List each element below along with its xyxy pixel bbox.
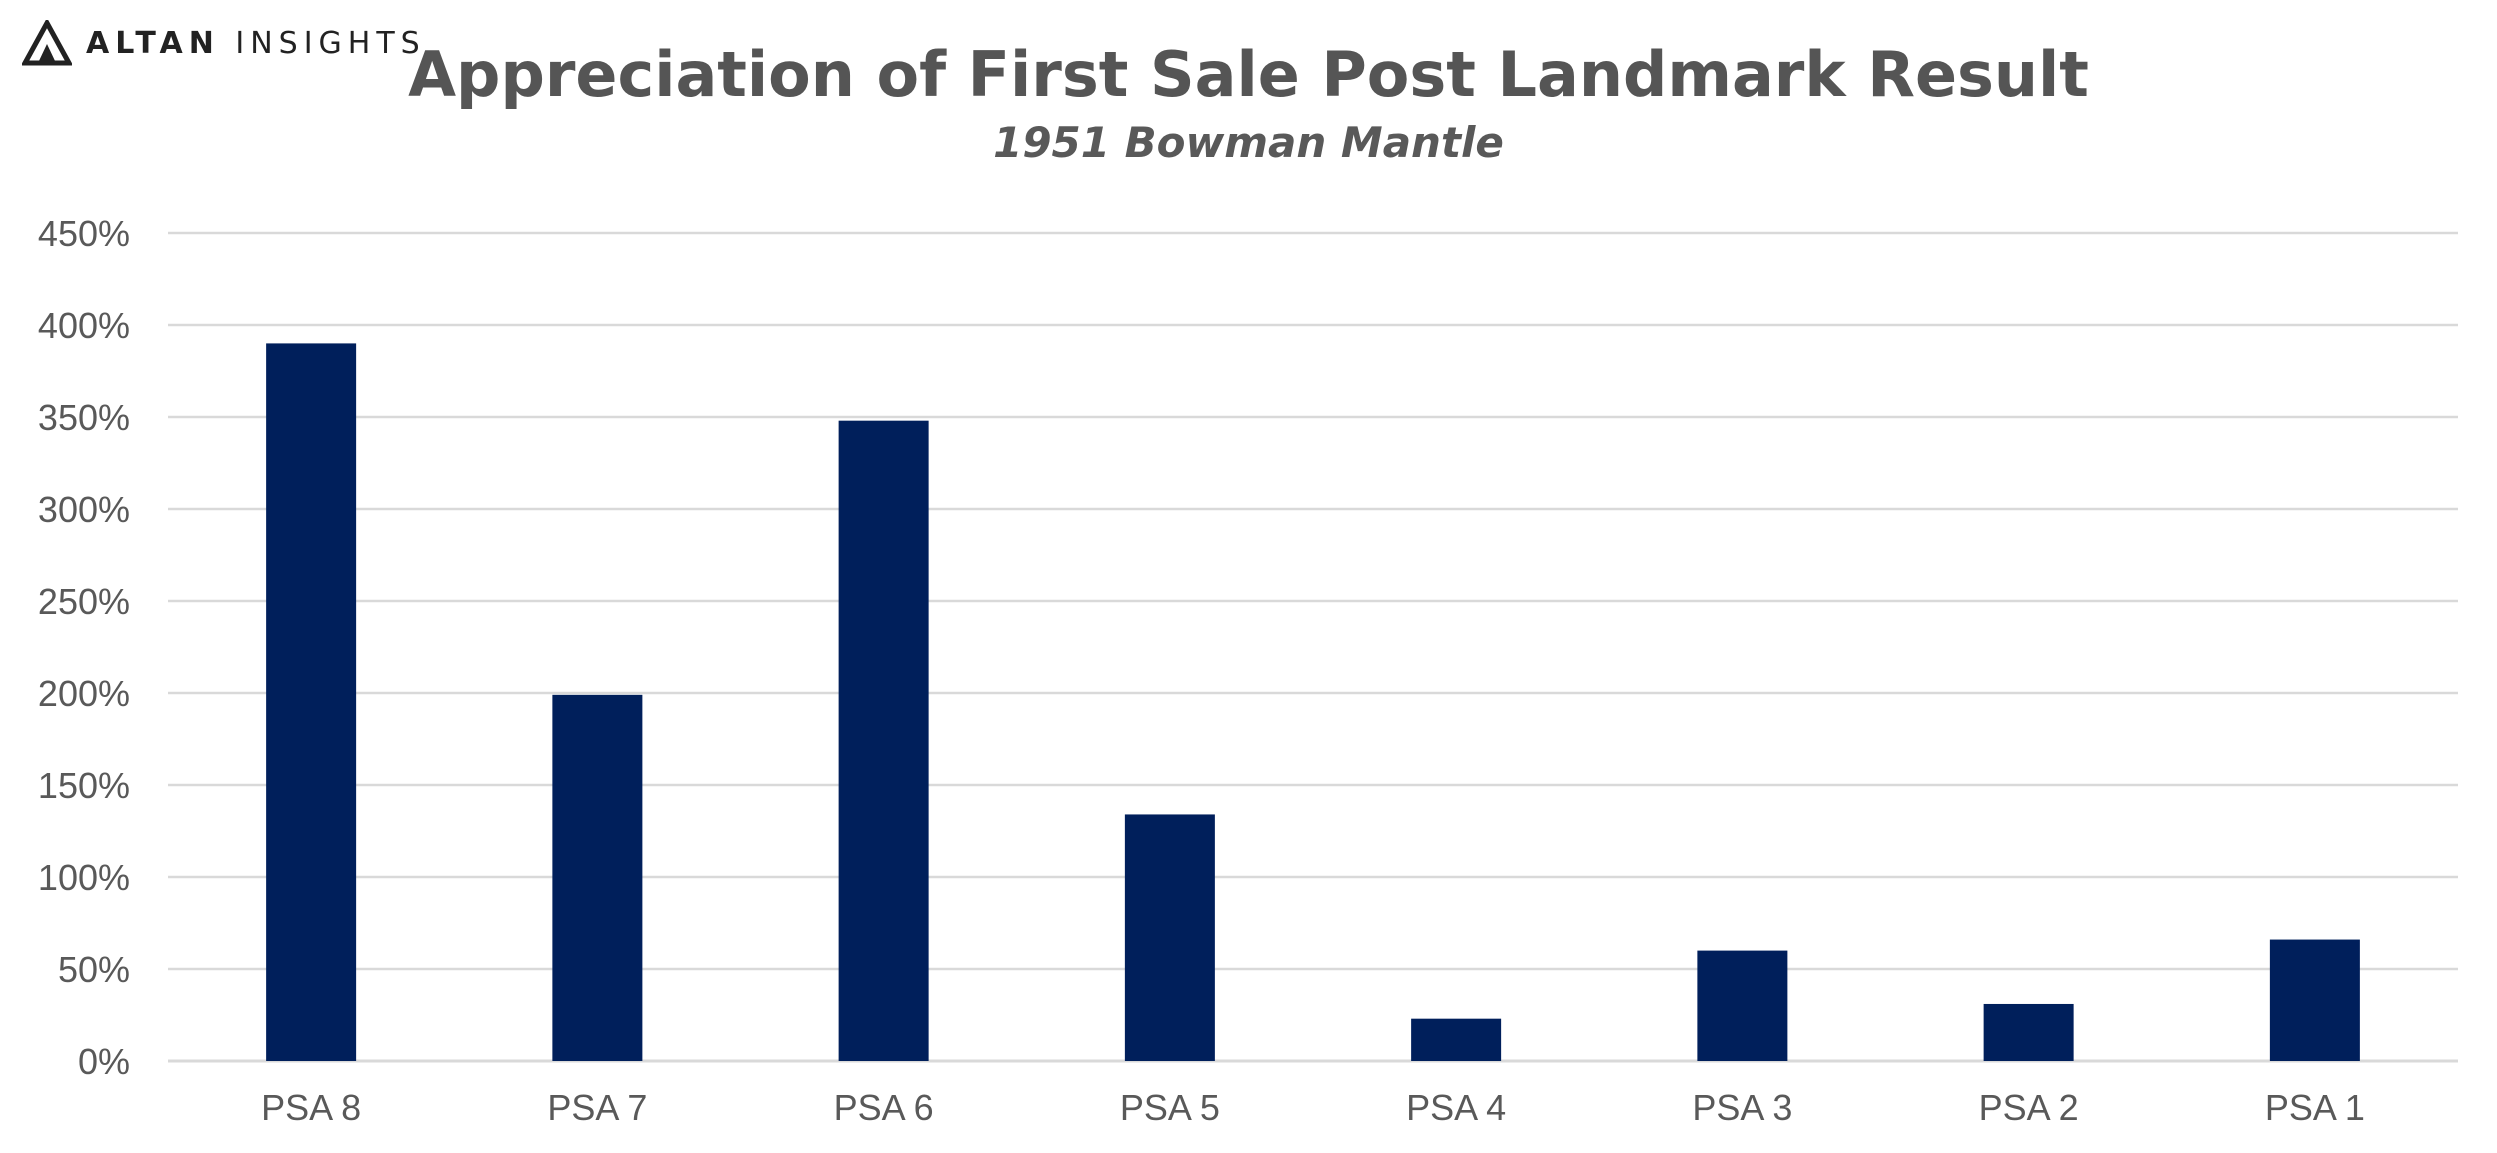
- x-tick-label: PSA 1: [2265, 1087, 2365, 1128]
- x-tick-label: PSA 3: [1692, 1087, 1792, 1128]
- bar: [1411, 1018, 1502, 1061]
- y-tick-label: 350%: [38, 397, 130, 438]
- brand-logo: ALTAN INSIGHTS: [22, 20, 426, 66]
- chart-subtitle: 1951 Bowman Mantle: [993, 118, 1504, 167]
- y-tick-label: 300%: [38, 489, 130, 530]
- y-tick-label: 200%: [38, 673, 130, 714]
- bar: [1983, 1003, 2074, 1061]
- x-tick-label: PSA 8: [261, 1087, 361, 1128]
- x-tick-label: PSA 2: [1979, 1087, 2079, 1128]
- bar: [838, 420, 929, 1061]
- bar: [266, 343, 357, 1061]
- bar: [1124, 814, 1215, 1061]
- y-tick-label: 0%: [78, 1041, 130, 1082]
- brand-name: ALTAN INSIGHTS: [86, 26, 426, 61]
- gridlines: [168, 231, 2458, 1063]
- brand-name-rest: INSIGHTS: [219, 25, 426, 61]
- x-tick-label: PSA 6: [834, 1087, 934, 1128]
- y-tick-label: 50%: [58, 949, 130, 990]
- bars: [266, 343, 2360, 1061]
- bar: [1697, 950, 1788, 1061]
- y-axis-ticks: 0% 50% 100% 150% 200% 250% 300% 350% 400% 450%: [38, 213, 130, 1082]
- x-tick-label: PSA 7: [547, 1087, 647, 1128]
- triangle-logo-icon: [22, 20, 72, 66]
- y-tick-label: 450%: [38, 213, 130, 254]
- chart-title: Appreciation of First Sale Post Landmark…: [408, 38, 2089, 111]
- x-tick-label: PSA 5: [1120, 1087, 1220, 1128]
- x-tick-label: PSA 4: [1406, 1087, 1506, 1128]
- y-tick-label: 150%: [38, 765, 130, 806]
- bar: [2269, 939, 2360, 1061]
- bar: [552, 694, 643, 1061]
- x-axis-ticks: PSA 8 PSA 7 PSA 6 PSA 5 PSA 4 PSA 3 PSA 2 PSA 1: [261, 1087, 2365, 1128]
- y-tick-label: 100%: [38, 857, 130, 898]
- brand-name-bold: ALTAN: [86, 25, 220, 61]
- y-tick-label: 400%: [38, 305, 130, 346]
- y-tick-label: 250%: [38, 581, 130, 622]
